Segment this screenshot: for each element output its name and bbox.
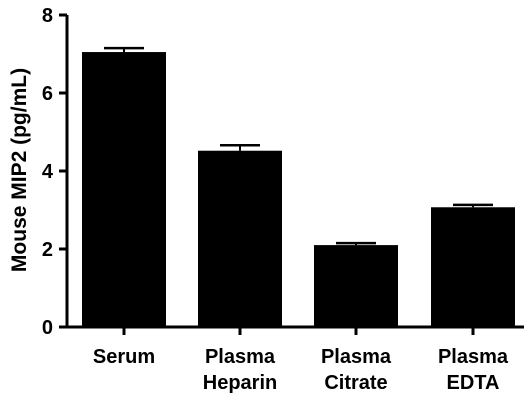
x-category-label: Plasma [321, 346, 392, 368]
x-category-label: Plasma [438, 346, 509, 368]
error-bars [104, 46, 493, 246]
bar [431, 207, 515, 327]
y-tick-label: 2 [42, 239, 53, 261]
x-axis [65, 325, 524, 335]
y-tick-label: 0 [42, 317, 53, 339]
x-category-label: EDTA [447, 372, 500, 394]
category-labels: Serum Plasma Heparin Plasma Citrate Plasma EDT… [93, 346, 509, 394]
x-category-label: Citrate [324, 372, 387, 394]
x-category-label: Serum [93, 346, 155, 368]
x-category-label: Plasma [205, 346, 276, 368]
bar [198, 150, 282, 327]
y-tick-label: 4 [42, 161, 54, 183]
bar [314, 245, 398, 327]
y-axis: 0 2 4 6 8 [42, 5, 69, 339]
y-tick-label: 6 [42, 83, 53, 105]
y-axis-title: Mouse MIP2 (pg/mL) [8, 68, 31, 272]
bars [82, 52, 515, 328]
y-tick-label: 8 [42, 5, 53, 27]
x-category-label: Heparin [203, 372, 277, 394]
bar [82, 52, 166, 328]
